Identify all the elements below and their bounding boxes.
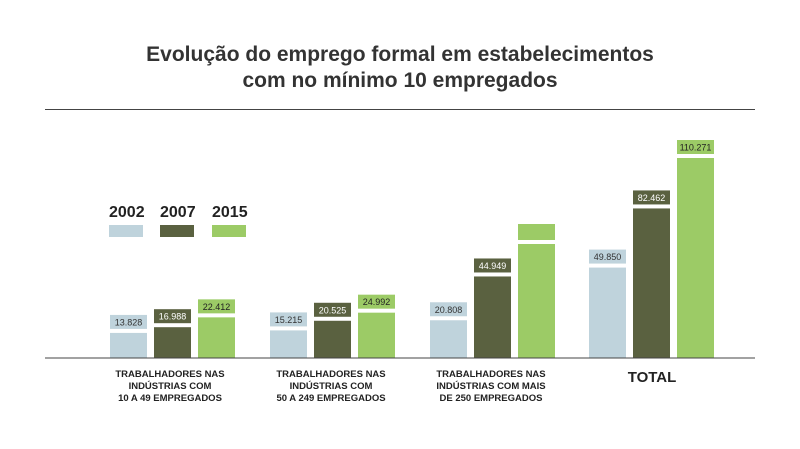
- bar-label-box-2007-0: [154, 309, 191, 324]
- bar-2015-2: [518, 244, 555, 358]
- bar-2007-1: [314, 320, 351, 358]
- bar-label-box-2015-0: [198, 299, 235, 314]
- bar-value-2015-0: 22.412: [203, 302, 231, 312]
- legend-label-2002: 2002: [109, 204, 145, 221]
- chart-title: Evolução do emprego formal em estabeleci…: [0, 42, 800, 94]
- bar-label-box-2007-1: [314, 302, 351, 317]
- bar-label-box-2015-2: [518, 224, 555, 240]
- bar-value-2002-2: 20.808: [435, 305, 463, 315]
- legend-label-2015: 2015: [212, 204, 248, 221]
- legend-swatch-2007: [160, 225, 194, 237]
- category-label-10-49: TRABALHADORES NAS INDÚSTRIAS COM 10 A 49…: [115, 369, 225, 404]
- category-label-total: TOTAL: [627, 369, 677, 386]
- bar-2007-2: [474, 276, 511, 358]
- chart-title-line-1: Evolução do emprego formal em estabeleci…: [146, 43, 654, 66]
- legend-swatch-2015: [212, 225, 246, 237]
- bar-2002-3: [589, 267, 626, 358]
- title-divider: [45, 109, 755, 110]
- bar-2015-0: [198, 317, 235, 358]
- bar-2007-3: [633, 208, 670, 358]
- bar-value-2007-2: 44.949: [479, 261, 507, 271]
- bar-2007-0: [154, 327, 191, 358]
- bar-2002-1: [270, 330, 307, 358]
- bar-label-box-2015-1: [358, 294, 395, 309]
- bar-label-box-2002-3: [589, 249, 626, 264]
- bar-value-2002-3: 49.850: [594, 252, 622, 262]
- bar-2015-1: [358, 312, 395, 358]
- bar-2015-3: [677, 158, 714, 358]
- bar-label-box-2007-3: [633, 190, 670, 205]
- bar-value-2015-1: 24.992: [363, 297, 391, 307]
- bar-label-box-2002-2: [430, 302, 467, 317]
- bar-value-2015-3: 110.271: [680, 143, 712, 153]
- bar-label-box-2015-3: [677, 140, 714, 154]
- bar-value-2007-3: 82.462: [638, 193, 666, 203]
- category-label-50-249: TRABALHADORES NAS INDÚSTRIAS COM 50 A 24…: [276, 369, 386, 404]
- bar-label-box-2007-2: [474, 258, 511, 273]
- bar-label-box-2002-1: [270, 312, 307, 327]
- category-label-250-plus: TRABALHADORES NAS INDÚSTRIAS COM MAIS DE…: [436, 369, 546, 404]
- bar-label-box-2002-0: [110, 314, 147, 329]
- bar-2002-2: [430, 320, 467, 358]
- legend-label-2007: 2007: [160, 204, 196, 221]
- legend-swatch-2002: [109, 225, 143, 237]
- chart-title-line-2: com no mínimo 10 empregados: [242, 69, 558, 92]
- bar-value-2002-0: 13.828: [115, 317, 143, 327]
- bar-2002-0: [110, 332, 147, 358]
- bar-value-2002-1: 15.215: [275, 315, 303, 325]
- bar-value-2007-0: 16.988: [159, 312, 187, 322]
- bar-value-2007-1: 20.525: [319, 305, 347, 315]
